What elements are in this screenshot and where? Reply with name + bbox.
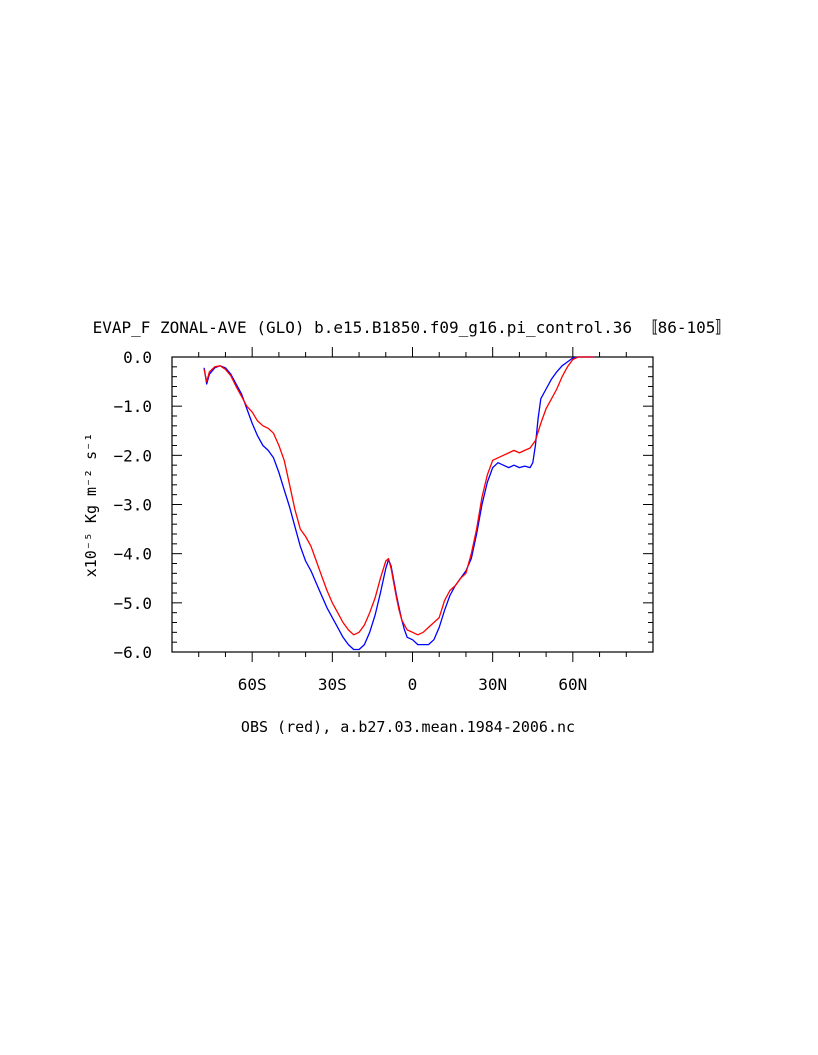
y-tick-label-0: 0.0 xyxy=(123,348,152,367)
series-layer xyxy=(203,356,595,651)
chart-title: EVAP_F ZONAL-AVE (GLO) b.e15.B1850.f09_g… xyxy=(93,318,732,337)
x-tick-label-4: 60N xyxy=(558,675,587,694)
y-axis: 0.0 −1.0 −2.0 −3.0 −4.0 −5.0 −6.0 xyxy=(113,348,653,662)
x-tick-label-1: 30S xyxy=(318,675,347,694)
y-tick-label-6: −6.0 xyxy=(113,643,152,662)
x-tick-label-0: 60S xyxy=(238,675,267,694)
series-line-1 xyxy=(203,356,595,636)
x-tick-label-3: 30N xyxy=(478,675,507,694)
y-tick-label-5: −5.0 xyxy=(113,594,152,613)
y-axis-label: x10⁻⁵ Kg m⁻² s⁻¹ xyxy=(82,433,100,578)
y-tick-label-4: −4.0 xyxy=(113,545,152,564)
y-tick-label-1: −1.0 xyxy=(113,397,152,416)
x-axis: 60S 30S 0 30N 60N xyxy=(198,347,627,694)
x-tick-label-2: 0 xyxy=(408,675,418,694)
series-line-0 xyxy=(203,356,595,651)
y-tick-label-3: −3.0 xyxy=(113,496,152,515)
y-tick-label-2: −2.0 xyxy=(113,446,152,465)
x-axis-label: OBS (red), a.b27.03.mean.1984-2006.nc xyxy=(241,718,575,736)
